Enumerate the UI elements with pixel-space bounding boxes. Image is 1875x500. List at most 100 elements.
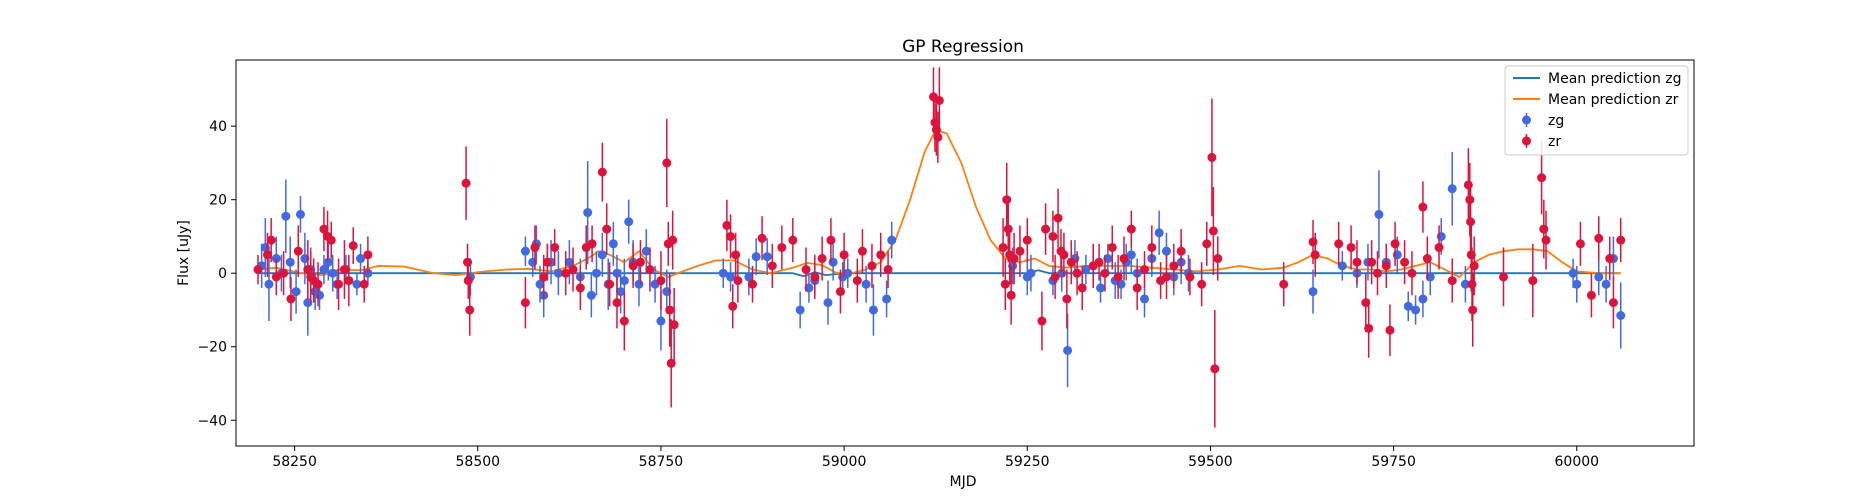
legend-box (1504, 65, 1689, 156)
marker-zr (597, 167, 607, 177)
marker-zg (795, 305, 805, 315)
point-zr-102 (1132, 265, 1142, 310)
marker-zg (619, 276, 629, 286)
point-zg-60 (843, 258, 853, 288)
marker-zr (662, 158, 672, 168)
point-zr-40 (635, 240, 645, 285)
point-zg-38 (608, 221, 618, 266)
marker-zr (1469, 261, 1479, 271)
marker-zg (1063, 345, 1073, 355)
marker-zr (530, 242, 540, 252)
point-zg-36 (597, 232, 607, 277)
point-zg-44 (634, 262, 644, 307)
marker-zg (352, 279, 362, 289)
point-zg-14 (319, 254, 329, 285)
marker-zg (315, 290, 325, 300)
marker-zg (319, 265, 329, 275)
marker-zg (882, 294, 892, 304)
point-zg-63 (882, 280, 892, 318)
marker-zr (839, 250, 849, 260)
x-tick-label: 59000 (822, 454, 867, 470)
point-zg-88 (1308, 269, 1318, 314)
point-zr-3 (271, 258, 281, 296)
point-zr-45 (665, 273, 675, 347)
point-zr-5 (286, 276, 296, 322)
point-zg-50 (726, 262, 736, 292)
point-zr-83 (1022, 218, 1032, 263)
point-zg-54 (795, 291, 805, 329)
marker-zr (1066, 257, 1076, 267)
marker-zr (286, 294, 296, 304)
point-zr-60 (810, 254, 820, 299)
marker-zr (1586, 290, 1596, 300)
marker-zr (1447, 276, 1457, 286)
point-zg-34 (586, 273, 596, 318)
marker-zg (608, 239, 618, 249)
point-zg-89 (1337, 251, 1347, 281)
point-zr-100 (1119, 236, 1129, 281)
marker-zr (1169, 261, 1179, 271)
marker-zr (1541, 235, 1551, 245)
point-zr-58 (788, 218, 798, 263)
marker-zr (726, 231, 736, 241)
marker-zg (843, 268, 853, 278)
marker-zg (634, 279, 644, 289)
marker-zr (587, 239, 597, 249)
point-zr-38 (619, 291, 629, 351)
point-zr-61 (817, 236, 827, 281)
marker-zr (1372, 268, 1382, 278)
marker-zg (1126, 250, 1136, 260)
legend-label-mean-zg: Mean prediction zg (1548, 71, 1682, 87)
marker-zr (1381, 261, 1391, 271)
marker-zr (575, 283, 585, 293)
point-zr-42 (656, 251, 666, 310)
point-zg-16 (328, 254, 338, 292)
marker-zr (1310, 250, 1320, 260)
marker-zg (1026, 268, 1036, 278)
legend-label-zr: zr (1548, 134, 1561, 150)
marker-zr (1022, 235, 1032, 245)
point-zr-143 (1528, 243, 1538, 318)
marker-zr (1176, 246, 1186, 256)
x-tick-label: 59750 (1371, 454, 1416, 470)
marker-zr (1041, 224, 1051, 234)
y-tick-label: 0 (218, 266, 227, 282)
point-zr-22 (463, 262, 473, 299)
point-zg-2 (264, 247, 274, 322)
legend-label-zg: zg (1548, 113, 1564, 129)
point-zr-43 (662, 118, 672, 208)
marker-zr (1119, 254, 1129, 264)
point-zg-51 (744, 258, 754, 296)
point-zr-25 (530, 225, 540, 270)
marker-zr (363, 250, 373, 260)
marker-zr (266, 235, 276, 245)
marker-zg (586, 290, 596, 300)
marker-zr (998, 242, 1008, 252)
point-zr-76 (1000, 258, 1010, 310)
point-zg-23 (520, 236, 530, 266)
point-zr-98 (1107, 225, 1117, 270)
point-zr-63 (835, 269, 845, 314)
marker-zr (1002, 195, 1012, 205)
marker-zg (1140, 294, 1150, 304)
point-zr-150 (1605, 236, 1615, 281)
marker-zg (744, 272, 754, 282)
point-zr-94 (1077, 265, 1087, 310)
marker-zg (1392, 250, 1402, 260)
marker-zr (612, 298, 622, 308)
marker-zr (757, 233, 767, 243)
point-zr-97 (1100, 254, 1110, 292)
marker-zr (668, 235, 678, 245)
marker-zr (1407, 268, 1417, 278)
point-zr-128 (1390, 221, 1400, 266)
point-zr-6 (293, 225, 303, 277)
marker-zr (748, 279, 758, 289)
marker-zr (1390, 239, 1400, 249)
marker-zr (777, 242, 787, 252)
x-tick-label: 59250 (1005, 454, 1050, 470)
marker-zg (868, 305, 878, 315)
point-zr-23 (465, 284, 475, 336)
point-zr-106 (1161, 254, 1171, 299)
point-zg-72 (1081, 254, 1091, 285)
x-tick-label: 58250 (272, 454, 317, 470)
